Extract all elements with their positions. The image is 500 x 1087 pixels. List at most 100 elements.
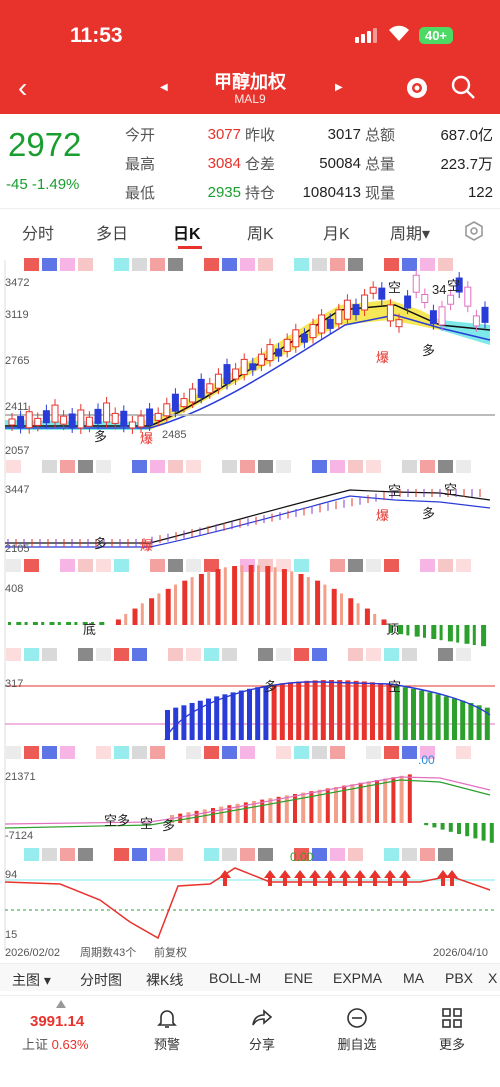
signal-high: 34 bbox=[432, 282, 446, 297]
share-icon bbox=[252, 1009, 273, 1026]
signal-duo: 多 bbox=[264, 679, 277, 694]
indicator-strip-cell bbox=[438, 559, 453, 572]
indicator-fenshi[interactable]: 分时图 bbox=[80, 972, 122, 988]
next-icon[interactable]: ▶ bbox=[335, 82, 343, 93]
histogram-bar bbox=[273, 567, 277, 625]
y-label: 2765 bbox=[5, 355, 29, 367]
tab-intraday[interactable]: 分时 bbox=[22, 226, 55, 243]
p5-top-label: 21371 bbox=[5, 771, 36, 783]
indicator-strip-cell bbox=[312, 648, 327, 661]
page-title: 甲醇加权 bbox=[214, 72, 286, 92]
osc-bar bbox=[383, 778, 388, 823]
candle-body bbox=[352, 304, 360, 316]
osc-bar bbox=[465, 823, 470, 837]
osc-bar bbox=[440, 823, 445, 830]
share-button[interactable]: 分享 bbox=[232, 1006, 292, 1053]
histogram-bar bbox=[240, 565, 244, 625]
indicator-strip-cell bbox=[204, 559, 219, 572]
candle-body bbox=[8, 418, 16, 426]
osc-bar bbox=[457, 823, 461, 834]
indicator-luok[interactable]: 裸K线 bbox=[146, 972, 184, 988]
osc-bar bbox=[424, 823, 429, 826]
buy-arrow bbox=[446, 870, 458, 886]
indicator-strip-cell bbox=[204, 746, 219, 759]
tab-multiday[interactable]: 多日 bbox=[96, 226, 129, 243]
alert-button[interactable]: 预警 bbox=[137, 1006, 197, 1053]
indicator-expma[interactable]: EXPMA bbox=[333, 970, 383, 986]
indicator-strip-cell bbox=[330, 258, 345, 271]
osc-bar bbox=[211, 808, 215, 823]
osc-bar bbox=[399, 775, 404, 823]
buy-arrow bbox=[399, 870, 411, 886]
indicator-strip-cell bbox=[420, 258, 435, 271]
candle-body bbox=[404, 295, 412, 309]
indicator-strip-cell bbox=[384, 848, 399, 861]
back-button[interactable]: ‹ bbox=[18, 72, 28, 103]
prev-icon[interactable]: ◀ bbox=[160, 82, 168, 93]
indicator-strip-cell bbox=[294, 559, 309, 572]
momentum-bar bbox=[468, 702, 474, 740]
osc-bar bbox=[391, 777, 396, 823]
index-name[interactable]: 上证 0.63% bbox=[22, 1037, 89, 1052]
price-change: -45 -1.49% bbox=[6, 176, 80, 193]
osc-bar bbox=[317, 789, 322, 823]
indicator-strip-cell bbox=[294, 848, 309, 861]
candle-body bbox=[429, 310, 437, 325]
period-count: 周期数43个 bbox=[80, 946, 136, 959]
indicator-ene[interactable]: ENE bbox=[284, 970, 313, 986]
candle-body bbox=[240, 358, 248, 375]
settings-icon[interactable] bbox=[463, 220, 485, 242]
indicator-strip-cell bbox=[42, 648, 57, 661]
momentum-bar bbox=[189, 702, 195, 740]
y-label: 2411 bbox=[5, 401, 29, 413]
histogram-bar bbox=[232, 566, 238, 625]
kline-chart[interactable]: 3472 3119 2765 2411 2057 空 34 空 多 爆 多 爆 … bbox=[0, 250, 500, 962]
more-button[interactable]: 更多 bbox=[422, 1006, 482, 1053]
assistant-icon[interactable] bbox=[404, 74, 430, 100]
indicator-pbx[interactable]: PBX bbox=[445, 970, 474, 986]
histogram-bar bbox=[464, 625, 470, 644]
candle-body bbox=[120, 410, 128, 427]
candle-body bbox=[257, 353, 265, 366]
indicator-ma[interactable]: MA bbox=[403, 970, 424, 986]
indicator-strip-cell bbox=[204, 648, 219, 661]
tab-monthly-k[interactable]: 月K bbox=[323, 226, 350, 243]
tab-weekly-k[interactable]: 周K bbox=[247, 226, 274, 243]
bottom-toolbar: 3991.14 上证 0.63% 预警 分享 删自选 更多 bbox=[0, 995, 500, 1087]
low-label: 2485 bbox=[162, 429, 186, 441]
indicator-strip-cell bbox=[348, 648, 363, 661]
p6-top-label: 94 bbox=[5, 869, 17, 881]
momentum-bar bbox=[435, 694, 441, 740]
histogram-bar bbox=[66, 622, 72, 625]
histogram-bar bbox=[215, 569, 221, 625]
p2-top-label: 3447 bbox=[5, 484, 29, 496]
index-value[interactable]: 3991.14 bbox=[30, 1013, 85, 1030]
indicator-strip-cell bbox=[150, 746, 165, 759]
tab-daily-k[interactable]: 日K bbox=[173, 226, 201, 243]
histogram-bar bbox=[190, 577, 194, 625]
tab-period[interactable]: 周期▾ bbox=[390, 226, 431, 243]
buy-arrow bbox=[324, 870, 336, 886]
indicator-boll[interactable]: BOLL-M bbox=[209, 970, 262, 986]
indicator-strip-cell bbox=[312, 258, 327, 271]
buy-arrow bbox=[279, 870, 291, 886]
indicator-strip-cell bbox=[186, 460, 201, 473]
buy-arrow bbox=[354, 870, 366, 886]
indicator-strip-cell bbox=[24, 848, 39, 861]
candle-body bbox=[283, 338, 291, 352]
candle-body bbox=[275, 348, 283, 357]
osc-bar bbox=[276, 796, 281, 823]
search-icon[interactable] bbox=[450, 74, 476, 100]
momentum-bar bbox=[402, 687, 408, 740]
signal-bao: 爆 bbox=[376, 350, 389, 365]
osc-bar bbox=[309, 791, 314, 823]
indicator-x[interactable]: X bbox=[488, 970, 498, 986]
indicator-strip-cell bbox=[132, 746, 147, 759]
candle-body bbox=[85, 416, 93, 427]
remove-watchlist-button[interactable]: 删自选 bbox=[327, 1006, 387, 1053]
main-chart-select[interactable]: 主图 ▾ bbox=[12, 972, 51, 988]
indicator-strip-cell bbox=[24, 258, 39, 271]
nav-bar: ‹ ◀ 甲醇加权 MAL9 ▶ bbox=[0, 62, 500, 114]
indicator-strip-cell bbox=[6, 559, 21, 572]
momentum-bar bbox=[345, 680, 351, 740]
